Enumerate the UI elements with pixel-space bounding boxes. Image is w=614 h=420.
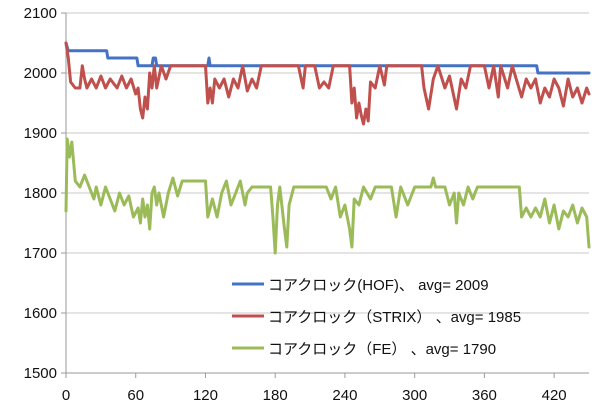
series-line-1 bbox=[64, 41, 591, 126]
legend-label-1: コアクロック（STRIX） 、avg= 1985 bbox=[268, 309, 521, 326]
y-tick-label: 2100 bbox=[24, 5, 57, 22]
legend: コアクロック(HOF)、 avg= 2009 コアクロック（STRIX） 、avg… bbox=[232, 277, 521, 358]
x-tick-label: 420 bbox=[542, 387, 567, 404]
legend-label-2: コアクロック（FE） 、avg= 1790 bbox=[268, 341, 496, 358]
x-tick-label: 120 bbox=[193, 387, 218, 404]
x-tick-label: 180 bbox=[263, 387, 288, 404]
y-tick-label: 2000 bbox=[24, 65, 57, 82]
y-tick-label: 1600 bbox=[24, 305, 57, 322]
x-tick-label: 60 bbox=[127, 387, 144, 404]
y-tick-label: 1800 bbox=[24, 185, 57, 202]
series-line-0 bbox=[64, 41, 591, 75]
x-tick-label: 240 bbox=[332, 387, 357, 404]
x-tick-label: 0 bbox=[62, 387, 70, 404]
tick-labels: 1500 1600 1700 1800 1900 2000 2100 0 60 120 180 240… bbox=[24, 5, 567, 404]
y-tick-label: 1500 bbox=[24, 365, 57, 382]
y-tick-label: 1900 bbox=[24, 125, 57, 142]
y-tick-label: 1700 bbox=[24, 245, 57, 262]
series-lines bbox=[64, 41, 591, 255]
legend-label-0: コアクロック(HOF)、 avg= 2009 bbox=[268, 277, 489, 294]
x-tick-label: 300 bbox=[402, 387, 427, 404]
series-line-2 bbox=[64, 137, 591, 255]
x-tick-label: 360 bbox=[472, 387, 497, 404]
